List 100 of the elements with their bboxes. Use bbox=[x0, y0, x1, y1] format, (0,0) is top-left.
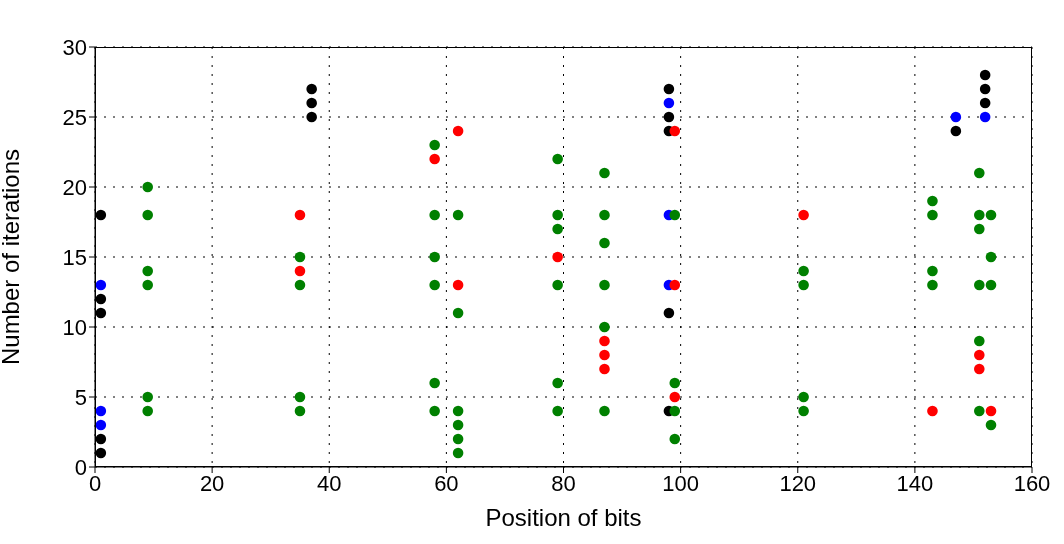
point bbox=[798, 405, 809, 417]
point bbox=[95, 209, 107, 221]
point bbox=[306, 97, 317, 109]
point bbox=[452, 209, 464, 221]
point bbox=[973, 223, 985, 235]
point bbox=[452, 419, 464, 431]
point bbox=[142, 279, 154, 291]
point bbox=[973, 335, 985, 347]
point bbox=[985, 209, 997, 221]
point bbox=[973, 405, 985, 417]
point bbox=[950, 111, 962, 123]
point bbox=[663, 111, 675, 123]
point bbox=[552, 223, 563, 235]
point bbox=[979, 69, 991, 81]
point bbox=[552, 153, 563, 165]
y-tick-label: 25 bbox=[62, 104, 87, 130]
point bbox=[294, 405, 306, 417]
point bbox=[95, 279, 107, 291]
point bbox=[429, 209, 440, 221]
point bbox=[927, 265, 938, 277]
point bbox=[599, 209, 610, 221]
y-tick-label: 20 bbox=[62, 174, 87, 200]
point bbox=[306, 111, 317, 123]
point bbox=[927, 195, 938, 207]
point bbox=[669, 209, 681, 221]
point bbox=[142, 181, 154, 193]
point bbox=[979, 97, 991, 109]
point bbox=[142, 391, 154, 403]
y-tick-label: 0 bbox=[74, 454, 87, 480]
point bbox=[142, 265, 154, 277]
point bbox=[669, 279, 681, 291]
point bbox=[552, 377, 563, 389]
point bbox=[973, 279, 985, 291]
y-axis-title: Number of iterations bbox=[0, 148, 24, 366]
point bbox=[663, 97, 675, 109]
point bbox=[294, 209, 306, 221]
point bbox=[294, 265, 306, 277]
point bbox=[669, 391, 681, 403]
point bbox=[985, 405, 997, 417]
point bbox=[95, 447, 107, 459]
point bbox=[599, 321, 610, 333]
point bbox=[669, 405, 681, 417]
point bbox=[669, 377, 681, 389]
y-tick-label: 30 bbox=[62, 34, 87, 60]
point bbox=[452, 405, 464, 417]
point bbox=[95, 293, 107, 305]
point bbox=[599, 349, 610, 361]
point bbox=[669, 125, 681, 137]
point bbox=[95, 433, 107, 445]
point bbox=[95, 307, 107, 319]
point bbox=[973, 363, 985, 375]
point bbox=[142, 405, 154, 417]
y-tick-label: 10 bbox=[62, 314, 87, 340]
point bbox=[973, 349, 985, 361]
point bbox=[429, 405, 440, 417]
point bbox=[429, 377, 440, 389]
point bbox=[142, 209, 154, 221]
point bbox=[927, 405, 938, 417]
point bbox=[599, 167, 610, 179]
point bbox=[429, 251, 440, 263]
point bbox=[798, 391, 809, 403]
point bbox=[429, 279, 440, 291]
point bbox=[452, 125, 464, 137]
point bbox=[294, 251, 306, 263]
point bbox=[663, 307, 675, 319]
point bbox=[429, 139, 440, 151]
point bbox=[294, 391, 306, 403]
point bbox=[985, 419, 997, 431]
y-tick-label: 5 bbox=[74, 384, 87, 410]
point bbox=[798, 265, 809, 277]
x-tick-label: 140 bbox=[896, 470, 934, 496]
x-tick-label: 40 bbox=[317, 470, 342, 496]
point bbox=[927, 209, 938, 221]
point bbox=[452, 447, 464, 459]
point bbox=[294, 279, 306, 291]
point bbox=[599, 335, 610, 347]
point bbox=[950, 125, 962, 137]
point bbox=[552, 279, 563, 291]
point bbox=[927, 279, 938, 291]
y-tick-label: 15 bbox=[62, 244, 87, 270]
point bbox=[973, 209, 985, 221]
point bbox=[95, 405, 107, 417]
x-axis-title: Position of bits bbox=[485, 504, 642, 531]
point bbox=[452, 307, 464, 319]
x-tick-label: 160 bbox=[1013, 470, 1051, 496]
point bbox=[306, 83, 317, 95]
point bbox=[973, 167, 985, 179]
point bbox=[599, 279, 610, 291]
x-tick-label: 80 bbox=[551, 470, 576, 496]
point bbox=[552, 405, 563, 417]
point bbox=[552, 209, 563, 221]
point bbox=[985, 251, 997, 263]
point bbox=[452, 433, 464, 445]
point bbox=[979, 83, 991, 95]
point bbox=[599, 237, 610, 249]
point bbox=[552, 251, 563, 263]
x-tick-label: 100 bbox=[662, 470, 699, 496]
point bbox=[798, 279, 809, 291]
point bbox=[452, 279, 464, 291]
point bbox=[95, 419, 107, 431]
